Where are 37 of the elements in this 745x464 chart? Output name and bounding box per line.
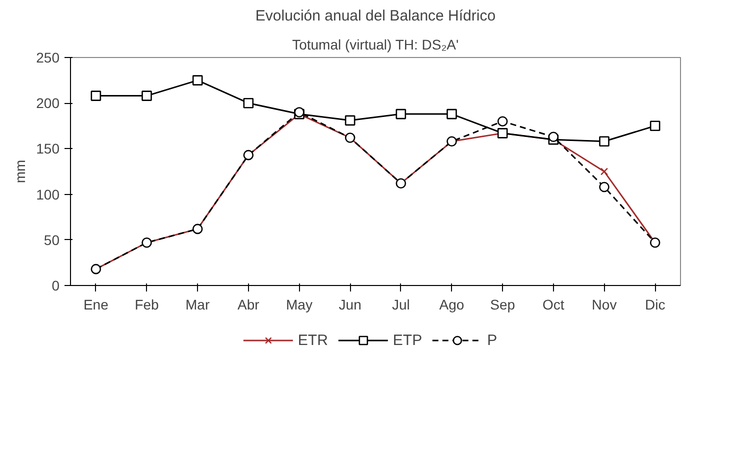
x-tick-label: Jun [338,296,362,312]
point [599,182,610,192]
x-tick-label: Oct [542,296,564,312]
point [600,168,608,176]
y-tick-label: 200 [36,95,60,112]
x-tick-label: Abr [238,296,260,312]
point [142,90,152,101]
point [344,115,356,126]
legend-label: ETR [298,332,328,348]
point [548,132,559,142]
y-tick-label: 150 [36,140,60,157]
x-tick-label: Ene [83,296,109,312]
point [650,120,660,132]
legend-label: ETP [392,332,422,348]
x-tick-label: Mar [186,296,210,312]
point [497,116,508,126]
x-tick-label: Nov [592,296,617,312]
x-tick-label: Sep [490,296,516,312]
y-tick-label: 100 [36,186,60,202]
x-tick-label: May [286,296,312,312]
point [243,98,254,108]
y-axis-title: mm [12,160,28,184]
y-tick-label: 0 [52,278,60,294]
y-tick-label: 50 [44,232,60,248]
point [446,108,457,120]
chart-subtitle: Totumal (virtual) TH: DS₂A' [292,36,459,52]
x-tick-label: Jul [392,296,410,312]
point [599,136,610,147]
point [90,90,102,101]
x-tick-label: Dic [644,296,666,312]
point [192,75,203,86]
point [396,108,406,120]
chart-title: Evolución anual del Balance Hídrico [255,8,496,24]
y-tick-label: 250 [36,50,60,66]
legend-label: P [487,332,498,348]
x-tick-label: Ago [439,296,464,312]
x-tick-label: Feb [134,296,160,312]
